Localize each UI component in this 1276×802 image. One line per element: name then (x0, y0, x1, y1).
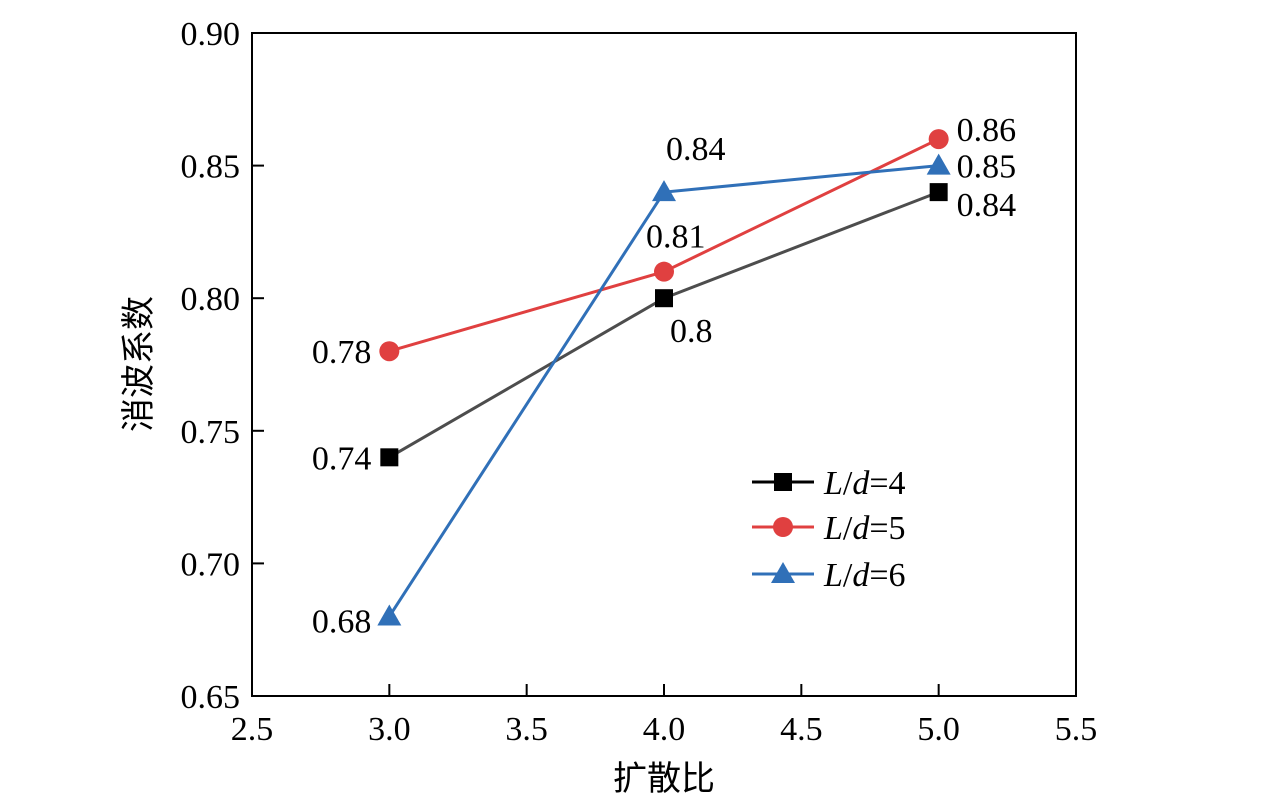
legend-marker-ld4 (774, 473, 792, 491)
data-label-ld4-3: 0.84 (957, 187, 1017, 224)
x-axis-title: 扩散比 (613, 759, 715, 799)
x-tick-label: 5.0 (917, 711, 960, 748)
data-point-ld6-1 (377, 604, 402, 626)
data-point-ld5-1 (379, 341, 400, 362)
legend-entry-ld5: L/d=5 (752, 510, 906, 547)
legend-marker-ld6 (771, 562, 795, 583)
y-tick-label: 0.80 (181, 281, 241, 318)
y-axis-title: 消波系数 (119, 296, 159, 432)
data-point-ld5-3 (928, 129, 949, 150)
data-label-ld6-1: 0.68 (312, 603, 372, 640)
legend-label-ld4: L/d=4 (823, 465, 906, 502)
legend-entry-ld4: L/d=4 (752, 465, 906, 502)
y-axis: 0.65 0.70 0.75 0.80 0.85 0.90 (181, 16, 264, 716)
data-point-ld4-2 (655, 289, 673, 308)
data-label-ld4-1: 0.74 (312, 440, 372, 477)
data-point-ld5-2 (654, 261, 674, 282)
y-tick-label: 0.90 (181, 16, 241, 53)
legend-marker-ld5 (773, 517, 793, 537)
data-label-ld5-3: 0.86 (957, 112, 1017, 149)
y-tick-label: 0.70 (181, 546, 241, 583)
x-tick-label: 4.5 (780, 711, 823, 748)
data-labels: 0.740.80.840.780.810.860.680.84 0.85 (312, 112, 1016, 640)
x-tick-label: 2.5 (231, 711, 274, 748)
y-tick-label: 0.85 (181, 149, 241, 186)
x-tick-label: 3.0 (368, 711, 411, 748)
y-tick-label: 0.75 (181, 414, 241, 451)
x-tick-label: 3.5 (505, 711, 548, 748)
data-label-ld4-2: 0.8 (670, 313, 713, 350)
data-point-ld4-1 (380, 448, 399, 467)
series-markers (377, 129, 951, 626)
legend-label-ld5: L/d=5 (823, 510, 906, 547)
data-label-ld5-2: 0.81 (646, 219, 706, 256)
legend-entry-ld6: L/d=6 (752, 557, 906, 594)
data-point-ld4-3 (929, 183, 948, 202)
data-label-ld6-2: 0.84 (666, 131, 726, 168)
y-tick-label: 0.65 (181, 679, 241, 716)
data-label-ld6-3: 0.85 (957, 149, 1017, 186)
x-tick-label: 4.0 (643, 711, 686, 748)
data-point-ld6-2 (652, 180, 676, 202)
plot-area-frame (251, 32, 1077, 697)
legend: L/d=4 L/d=5 L/d=6 (752, 465, 906, 594)
data-point-ld6-3 (926, 153, 951, 175)
legend-label-ld6: L/d=6 (823, 557, 906, 594)
data-label-ld5-1: 0.78 (312, 334, 372, 371)
x-axis: 2.5 3.0 3.5 4.0 4.5 5.0 5.5 (231, 684, 1098, 748)
x-tick-label: 5.5 (1055, 711, 1098, 748)
